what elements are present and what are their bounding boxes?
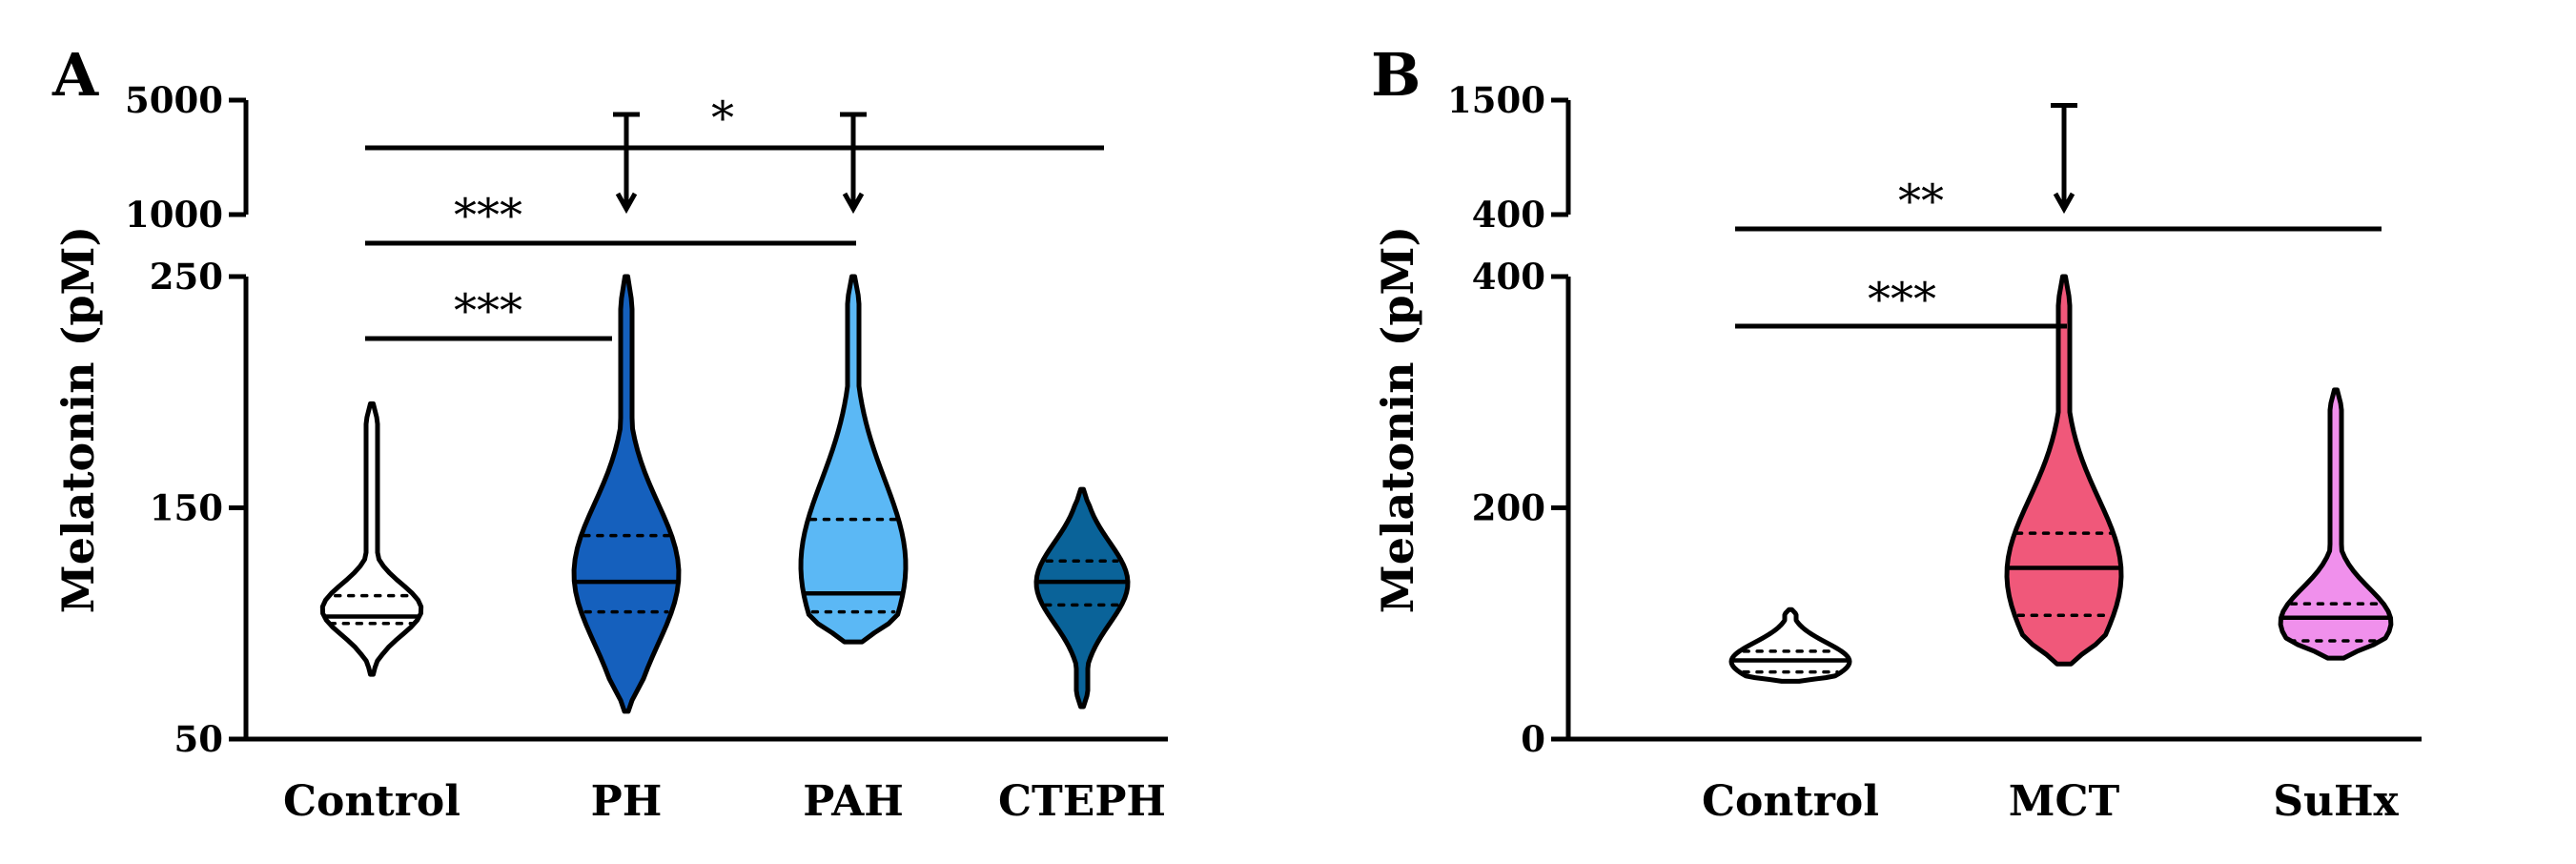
significance-label: *	[711, 92, 734, 145]
violin-cteph	[1033, 486, 1131, 710]
x-category-label: MCT	[2009, 777, 2120, 826]
panel-a: A Melatonin (pM) 50 150 250 1000 5000 Control PH…	[51, 40, 1168, 826]
violin-mct	[2004, 274, 2124, 667]
upper-tail-arrow	[2053, 192, 2075, 215]
y-tick-label: 400	[1472, 256, 1545, 298]
y-axis-title: Melatonin (pM)	[52, 226, 104, 613]
significance-label: ***	[1868, 273, 1936, 326]
significance-label: **	[1898, 175, 1944, 228]
y-tick-label: 1000	[125, 194, 223, 236]
x-category-label: Control	[283, 777, 460, 826]
upper-tail-arrow	[615, 192, 638, 215]
y-tick-label: 250	[150, 256, 223, 298]
x-category-label: PAH	[803, 777, 904, 826]
violin-control	[319, 401, 424, 677]
x-category-label: PH	[591, 777, 663, 826]
y-tick-label: 50	[174, 718, 224, 760]
y-tick-label: 1500	[1447, 79, 1545, 121]
panel-letter: A	[51, 40, 99, 110]
violin-suhx	[2278, 387, 2394, 661]
upper-tail-arrow	[842, 192, 865, 215]
x-category-label: SuHx	[2273, 777, 2399, 826]
y-tick-label: 5000	[125, 79, 223, 121]
panel-b: B Melatonin (pM) 0 200 400 400 1500 Control MCT S…	[1371, 40, 2422, 826]
violin-control	[1728, 607, 1852, 684]
panel-letter: B	[1371, 40, 1421, 110]
violin-pah	[798, 274, 909, 645]
significance-label: ***	[454, 284, 522, 338]
y-tick-label: 150	[150, 487, 223, 529]
x-category-label: CTEPH	[998, 777, 1166, 826]
significance-label: ***	[454, 189, 522, 242]
violin-ph	[571, 274, 682, 714]
y-tick-label: 0	[1521, 718, 1545, 760]
y-tick-label: 200	[1472, 487, 1545, 529]
y-axis-title: Melatonin (pM)	[1372, 226, 1423, 613]
y-tick-label: 400	[1472, 194, 1545, 236]
x-category-label: Control	[1702, 777, 1879, 826]
